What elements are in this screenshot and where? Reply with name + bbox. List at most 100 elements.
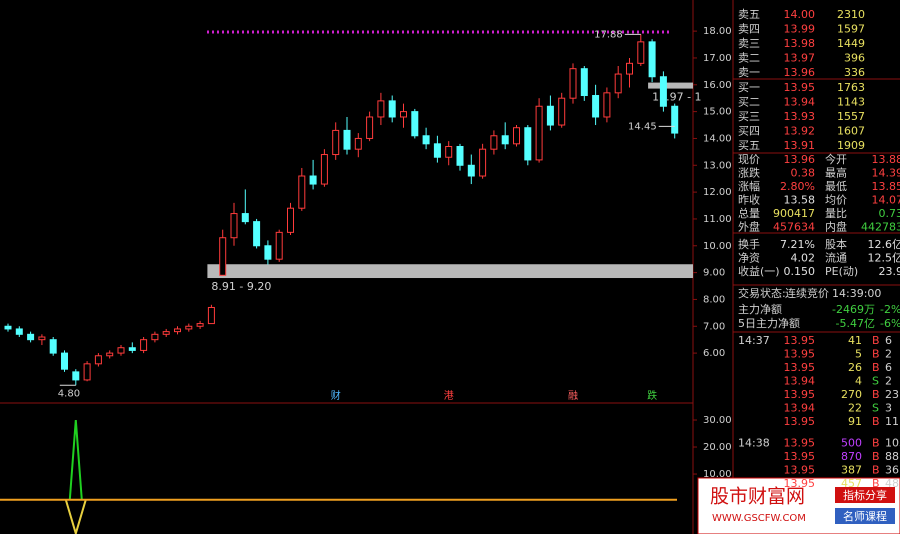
trade-volume: 500 bbox=[841, 437, 862, 450]
status-label: 交易状态: bbox=[738, 286, 786, 300]
y-tick-label: 20.00 bbox=[703, 442, 732, 453]
event-marker: 财 bbox=[331, 389, 341, 402]
event-marker: 港 bbox=[444, 390, 454, 402]
book-volume: 1607 bbox=[837, 125, 865, 138]
stat-label: 最高 bbox=[825, 166, 847, 180]
book-label: 买二 bbox=[738, 96, 760, 109]
candle-body bbox=[659, 76, 667, 107]
candle-body bbox=[626, 62, 633, 75]
candle-body bbox=[106, 352, 114, 357]
book-label: 卖一 bbox=[738, 66, 760, 79]
y-tick-label: 17.00 bbox=[703, 53, 732, 64]
candle-body bbox=[151, 333, 159, 341]
candle-body bbox=[275, 231, 283, 260]
candle-body bbox=[94, 355, 102, 365]
stat-value: 900417 bbox=[773, 207, 815, 220]
price-mark-label: 4.80 bbox=[58, 388, 80, 399]
stat-value: 2.80% bbox=[780, 180, 815, 193]
candle-body bbox=[230, 213, 238, 239]
candle-body bbox=[354, 137, 362, 150]
stat-label: 外盘 bbox=[738, 220, 760, 234]
book-price: 13.94 bbox=[784, 96, 816, 109]
trade-count: 3 bbox=[885, 402, 892, 415]
candle-body bbox=[558, 97, 566, 126]
candle-body bbox=[513, 127, 520, 145]
stat-label: PE(动) bbox=[825, 265, 858, 278]
book-volume: 396 bbox=[844, 52, 865, 65]
y-tick-label: 11.00 bbox=[703, 214, 732, 225]
candle-body bbox=[298, 175, 306, 209]
trade-volume: 387 bbox=[841, 464, 862, 477]
candle-body bbox=[162, 331, 170, 335]
candle-body bbox=[637, 41, 645, 64]
candle-body bbox=[366, 116, 374, 139]
flow-pct: -6% bbox=[880, 317, 900, 330]
y-tick-label: 14.00 bbox=[703, 133, 732, 144]
book-price: 13.93 bbox=[784, 110, 816, 123]
stat-value: 4.02 bbox=[791, 252, 816, 265]
book-label: 卖五 bbox=[738, 8, 760, 21]
candle-body bbox=[128, 347, 136, 351]
candle-body bbox=[207, 306, 215, 325]
stat-value: 442783 bbox=[861, 221, 900, 234]
price-mark-label: 17.88 bbox=[594, 29, 623, 40]
trade-volume: 26 bbox=[848, 361, 862, 374]
candle-body bbox=[377, 100, 385, 118]
candle-body bbox=[38, 336, 46, 341]
book-label: 买四 bbox=[738, 125, 760, 138]
trade-side: B bbox=[872, 348, 880, 361]
book-label: 买一 bbox=[738, 81, 760, 94]
watermark-site: 股市财富网 bbox=[710, 486, 805, 508]
stat-label: 流通 bbox=[825, 251, 847, 265]
stat-label: 股本 bbox=[825, 237, 847, 251]
trade-volume: 5 bbox=[855, 348, 862, 361]
trade-price: 13.95 bbox=[784, 388, 816, 401]
trade-volume: 91 bbox=[848, 415, 862, 428]
y-tick-label: 15.00 bbox=[703, 107, 732, 118]
candle-body bbox=[445, 145, 453, 158]
candle-body bbox=[546, 105, 554, 126]
tag-box bbox=[835, 487, 895, 503]
trade-time: 14:37 bbox=[738, 334, 770, 347]
stat-label: 现价 bbox=[738, 153, 760, 166]
candle-body bbox=[400, 111, 407, 118]
book-label: 卖四 bbox=[738, 23, 760, 36]
candle-body bbox=[422, 135, 430, 145]
candle-body bbox=[648, 41, 656, 78]
trade-side: B bbox=[872, 477, 880, 490]
candle-body bbox=[433, 143, 441, 158]
candle-body bbox=[614, 73, 622, 94]
candle-body bbox=[490, 135, 498, 150]
y-tick-label: 10.00 bbox=[703, 241, 732, 252]
stat-value: 12.6亿 bbox=[868, 238, 900, 251]
trade-side: B bbox=[872, 415, 880, 428]
y-tick-label: 6.00 bbox=[703, 348, 725, 359]
trade-price: 13.95 bbox=[784, 450, 816, 463]
watermark-tag: 指标分享 bbox=[843, 488, 887, 502]
trade-volume: 457 bbox=[841, 477, 862, 490]
y-tick-label: 9.00 bbox=[703, 268, 725, 279]
trade-count: 2 bbox=[885, 348, 892, 361]
book-label: 买五 bbox=[738, 139, 760, 152]
candle-body bbox=[603, 92, 611, 118]
stat-label: 内盘 bbox=[825, 220, 847, 234]
stat-label: 涨跌 bbox=[738, 166, 760, 180]
flow-value: -5.47亿 bbox=[836, 317, 875, 330]
book-price: 13.92 bbox=[784, 125, 816, 138]
candle-body bbox=[196, 323, 204, 327]
candle-body bbox=[501, 135, 509, 145]
candle-body bbox=[467, 164, 475, 177]
trade-count: 88 bbox=[885, 450, 899, 463]
trade-count: 48 bbox=[885, 477, 899, 490]
stat-value: 14.39 bbox=[872, 167, 900, 180]
candle-body bbox=[4, 325, 12, 330]
signal-yellow bbox=[64, 499, 87, 534]
trade-price: 13.95 bbox=[784, 477, 816, 490]
stat-label: 最低 bbox=[825, 180, 847, 193]
trade-count: 103 bbox=[885, 437, 900, 450]
book-volume: 1143 bbox=[837, 96, 865, 109]
book-volume: 2310 bbox=[837, 8, 865, 21]
trade-side: B bbox=[872, 450, 880, 463]
